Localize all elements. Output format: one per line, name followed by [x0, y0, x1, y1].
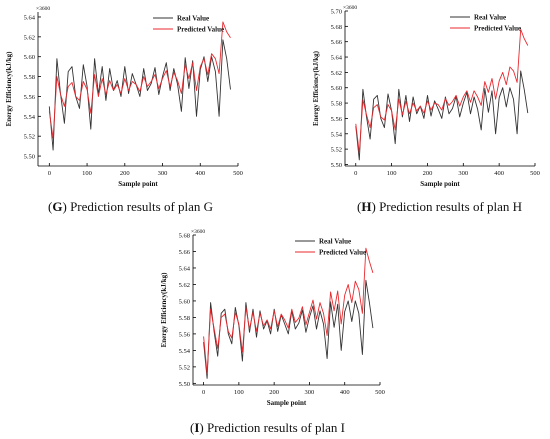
legend-label: Predicted Value	[177, 26, 224, 34]
y-tick-label: 5.50	[179, 381, 190, 388]
y-multiplier-label: ×3600	[191, 229, 205, 235]
series-line-predicted	[203, 247, 374, 374]
x-axis-label: Sample point	[118, 180, 158, 188]
y-tick-label: 5.58	[331, 101, 342, 108]
x-tick-label: 100	[387, 170, 397, 177]
chart-panel-g: 5.50 5.52 5.54 5.56 5.58 5.60 5.62 5.64 0 100 200 3…	[0, 0, 275, 218]
x-tick-label: 500	[233, 170, 243, 177]
x-tick-label: 300	[158, 170, 168, 177]
x-tick-label: 200	[120, 170, 130, 177]
y-tick-label: 5.52	[179, 364, 190, 371]
y-tick-label: 5.68	[179, 233, 190, 240]
y-tick-label: 5.68	[331, 24, 342, 31]
caption-i-letter: I	[194, 420, 200, 435]
x-axis-label: Sample point	[420, 180, 460, 188]
x-tick-label: 0	[202, 389, 205, 396]
legend-label: Predicted Value	[474, 25, 521, 33]
y-tick-label: 5.54	[24, 114, 36, 121]
y-tick-label: 5.50	[331, 162, 342, 169]
x-tick-label: 300	[458, 170, 468, 177]
y-tick-label: 5.64	[179, 265, 191, 272]
legend-label: Real Value	[177, 15, 209, 23]
y-tick-label: 5.60	[331, 85, 342, 92]
y-tick-label: 5.60	[24, 54, 35, 61]
chart-panel-h: 5.50 5.52 5.54 5.56 5.58 5.60 5.62 5.64 5.66 5.68…	[275, 0, 550, 218]
y-tick-label: 5.64	[24, 14, 36, 21]
y-tick-label: 5.70	[331, 9, 342, 16]
y-tick-label: 5.58	[179, 315, 190, 322]
caption-h-text: Prediction results of plan H	[379, 199, 523, 214]
y-tick-label: 5.62	[24, 34, 35, 41]
chart-i-svg: 5.50 5.52 5.54 5.56 5.58 5.60 5.62 5.64 5.66 5.68…	[160, 229, 385, 407]
legend-label: Real Value	[474, 14, 506, 22]
x-tick-label: 200	[269, 389, 279, 396]
y-multiplier-label: ×3600	[343, 5, 357, 11]
caption-h-letter: H	[361, 199, 372, 214]
y-tick-label: 5.62	[331, 70, 342, 77]
x-tick-label: 100	[234, 389, 244, 396]
x-tick-label: 100	[82, 170, 92, 177]
y-tick-label: 5.56	[179, 331, 191, 338]
y-tick-label: 5.64	[331, 55, 343, 62]
y-axis-label: Energy Efficiency(kJ/kg)	[5, 51, 13, 127]
x-axis-label: Sample point	[267, 399, 307, 407]
caption-i-text: Prediction results of plan I	[207, 420, 345, 435]
y-tick-label: 5.62	[179, 282, 190, 289]
chart-h-svg: 5.50 5.52 5.54 5.56 5.58 5.60 5.62 5.64 5.66 5.68…	[312, 5, 540, 188]
x-tick-label: 400	[195, 170, 205, 177]
y-tick-label: 5.58	[24, 74, 35, 81]
caption-h: (H) Prediction results of plan H	[357, 199, 523, 214]
x-tick-label: 500	[375, 389, 385, 396]
y-tick-label: 5.52	[24, 134, 35, 141]
chart-g-svg: 5.50 5.52 5.54 5.56 5.58 5.60 5.62 5.64 0 100 200 3…	[5, 6, 243, 188]
x-tick-label: 400	[340, 389, 350, 396]
y-tick-label: 5.54	[331, 131, 343, 138]
y-tick-label: 5.54	[179, 348, 191, 355]
x-tick-label: 200	[423, 170, 433, 177]
y-tick-label: 5.52	[331, 147, 342, 154]
caption-g-text: Prediction results of plan G	[70, 199, 214, 214]
series-line-real	[203, 279, 374, 379]
y-tick-label: 5.56	[24, 94, 36, 101]
x-tick-label: 0	[48, 170, 51, 177]
y-tick-label: 5.66	[331, 39, 343, 46]
caption-g: (G) Prediction results of plan G	[48, 199, 214, 214]
series-line-predicted	[48, 21, 231, 139]
chart-panel-i: 5.50 5.52 5.54 5.56 5.58 5.60 5.62 5.64 5.66 5.68…	[150, 222, 400, 439]
x-tick-label: 300	[305, 389, 315, 396]
x-tick-label: 400	[494, 170, 504, 177]
series-line-predicted	[355, 28, 529, 154]
x-tick-label: 500	[530, 170, 540, 177]
y-tick-label: 5.66	[179, 249, 191, 256]
y-tick-label: 5.56	[331, 116, 343, 123]
x-tick-label: 0	[354, 170, 357, 177]
caption-i: (I) Prediction results of plan I	[190, 420, 345, 435]
y-axis-label: Energy Efficiency(kJ/kg)	[160, 272, 168, 348]
y-tick-label: 5.60	[179, 298, 190, 305]
caption-g-letter: G	[52, 199, 63, 214]
series-line-real	[48, 39, 231, 151]
legend-label: Real Value	[319, 238, 351, 246]
y-tick-label: 5.50	[24, 154, 35, 161]
series-line-real	[355, 70, 529, 161]
y-multiplier-label: ×3600	[36, 6, 50, 12]
y-axis-label: Energy Efficiency(kJ/kg)	[312, 50, 320, 126]
legend-label: Predicted Value	[319, 249, 366, 257]
